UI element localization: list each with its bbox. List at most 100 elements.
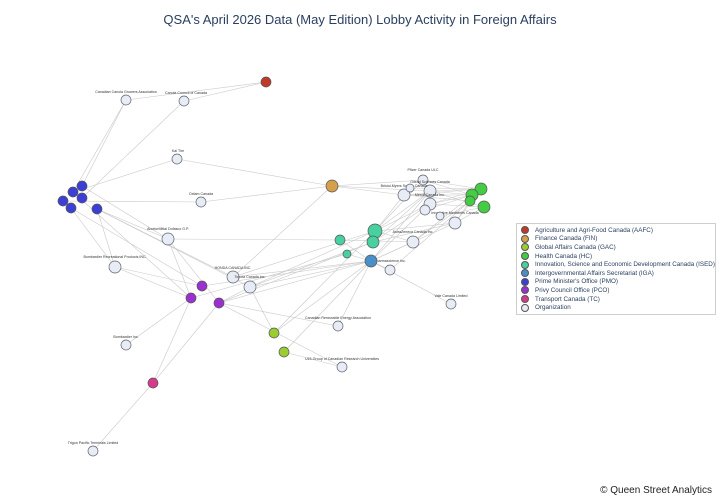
graph-node[interactable] bbox=[477, 200, 491, 214]
node-label: Canadian Canola Growers Association bbox=[95, 90, 157, 94]
graph-node[interactable] bbox=[65, 202, 77, 214]
graph-node[interactable] bbox=[278, 346, 290, 358]
graph-edge bbox=[370, 260, 452, 305]
graph-edge bbox=[429, 190, 485, 208]
graph-node[interactable] bbox=[406, 235, 420, 249]
graph-node[interactable] bbox=[185, 292, 197, 304]
graph-edge bbox=[218, 302, 343, 368]
node-label: Oxfam Canada bbox=[189, 192, 213, 196]
graph-node[interactable] bbox=[464, 195, 476, 207]
graph-node[interactable] bbox=[423, 184, 437, 198]
graph-node[interactable] bbox=[226, 270, 240, 284]
graph-node[interactable] bbox=[474, 182, 488, 196]
legend-item[interactable]: Health Canada (HC) bbox=[521, 252, 711, 261]
graph-node[interactable] bbox=[91, 203, 103, 215]
chart-title: QSA's April 2026 Data (May Edition) Lobb… bbox=[163, 12, 557, 27]
graph-node[interactable] bbox=[147, 377, 159, 389]
graph-edge bbox=[72, 158, 178, 193]
graph-node[interactable] bbox=[364, 254, 378, 268]
graph-edge bbox=[70, 207, 116, 268]
legend-item[interactable]: Intergovernmental Affairs Secretariat (I… bbox=[521, 269, 711, 278]
graph-edge bbox=[283, 260, 372, 353]
graph-edge bbox=[92, 382, 154, 452]
graph-edge bbox=[114, 266, 192, 299]
node-label: Vale Canada Limited bbox=[434, 294, 467, 298]
graph-node[interactable] bbox=[120, 339, 132, 351]
graph-edge bbox=[422, 179, 473, 196]
graph-edge bbox=[183, 81, 267, 102]
graph-node[interactable] bbox=[342, 249, 352, 259]
legend: Agriculture and Agri-Food Canada (AAFC) F… bbox=[516, 223, 716, 315]
graph-edge bbox=[249, 230, 376, 288]
graph-node[interactable] bbox=[260, 76, 272, 88]
graph-node[interactable] bbox=[325, 179, 339, 193]
node-label: Pharmascience Inc. bbox=[374, 259, 406, 263]
graph-edge bbox=[96, 208, 251, 288]
legend-item[interactable]: Agriculture and Agri-Food Canada (AAFC) bbox=[521, 226, 711, 235]
graph-node[interactable] bbox=[367, 223, 383, 239]
graph-node[interactable] bbox=[332, 320, 344, 332]
graph-node[interactable] bbox=[76, 180, 88, 192]
legend-item[interactable]: Finance Canada (FIN) bbox=[521, 234, 711, 244]
node-label: Kai Tire bbox=[172, 149, 184, 153]
graph-node[interactable] bbox=[243, 280, 257, 294]
graph-node[interactable] bbox=[448, 216, 462, 230]
legend-item[interactable]: Prime Minister's Office (PMO) bbox=[521, 277, 711, 287]
legend-swatch-icon bbox=[521, 295, 529, 304]
legend-swatch-icon bbox=[521, 243, 529, 252]
graph-edge bbox=[167, 238, 341, 241]
graph-node[interactable] bbox=[108, 260, 122, 274]
graph-edge bbox=[389, 200, 471, 271]
graph-edge bbox=[370, 203, 431, 262]
legend-item[interactable]: Innovation, Science and Economic Develop… bbox=[521, 260, 715, 269]
graph-node[interactable] bbox=[120, 94, 132, 106]
legend-label: Privy Council Office (PCO) bbox=[535, 286, 610, 294]
node-label: Bristol-Myers Squibb Canada bbox=[381, 184, 428, 188]
graph-node[interactable] bbox=[268, 327, 280, 339]
graph-edge bbox=[81, 100, 185, 199]
graph-edge bbox=[403, 194, 471, 202]
graph-edge bbox=[152, 297, 192, 384]
legend-label: Agriculture and Agri-Food Canada (AAFC) bbox=[535, 226, 653, 234]
graph-node[interactable] bbox=[435, 211, 445, 221]
graph-node[interactable] bbox=[67, 186, 79, 198]
graph-node[interactable] bbox=[445, 298, 457, 310]
graph-node[interactable] bbox=[57, 195, 69, 207]
copyright-text: © Queen Street Analytics bbox=[600, 485, 712, 496]
node-label: AstraZeneca Canada Inc. bbox=[393, 230, 434, 234]
legend-swatch-icon bbox=[521, 277, 529, 286]
graph-edge bbox=[81, 99, 127, 187]
graph-node[interactable] bbox=[334, 234, 346, 246]
graph-node[interactable] bbox=[366, 235, 380, 249]
graph-node[interactable] bbox=[76, 192, 88, 204]
graph-node[interactable] bbox=[384, 264, 396, 276]
graph-node[interactable] bbox=[336, 361, 348, 373]
graph-node[interactable] bbox=[397, 188, 411, 202]
graph-node[interactable] bbox=[161, 232, 175, 246]
graph-node[interactable] bbox=[87, 445, 99, 457]
graph-edge bbox=[232, 185, 333, 278]
graph-node[interactable] bbox=[196, 280, 208, 292]
graph-edge bbox=[372, 222, 456, 243]
legend-item[interactable]: Organization bbox=[521, 303, 711, 312]
legend-swatch-icon bbox=[521, 226, 529, 235]
graph-node[interactable] bbox=[405, 183, 415, 193]
graph-node[interactable] bbox=[419, 204, 431, 216]
graph-node[interactable] bbox=[417, 174, 429, 186]
legend-swatch-icon bbox=[521, 286, 529, 295]
graph-node[interactable] bbox=[178, 95, 190, 107]
legend-item[interactable]: Privy Council Office (PCO) bbox=[521, 286, 711, 295]
legend-item[interactable]: Global Affairs Canada (GAC) bbox=[521, 243, 711, 252]
graph-edge bbox=[70, 207, 203, 287]
graph-edge bbox=[429, 190, 473, 196]
node-label: U15-Group of Canadian Research Universit… bbox=[305, 357, 379, 361]
graph-node[interactable] bbox=[213, 297, 225, 309]
graph-node[interactable] bbox=[171, 153, 183, 165]
graph-node[interactable] bbox=[195, 196, 207, 208]
legend-label: Global Affairs Canada (GAC) bbox=[535, 243, 616, 251]
legend-swatch-icon bbox=[521, 252, 529, 261]
graph-edge bbox=[374, 194, 405, 232]
node-label: HONDA CANADA INC. bbox=[215, 266, 252, 270]
legend-item[interactable]: Transport Canada (TC) bbox=[521, 295, 711, 304]
